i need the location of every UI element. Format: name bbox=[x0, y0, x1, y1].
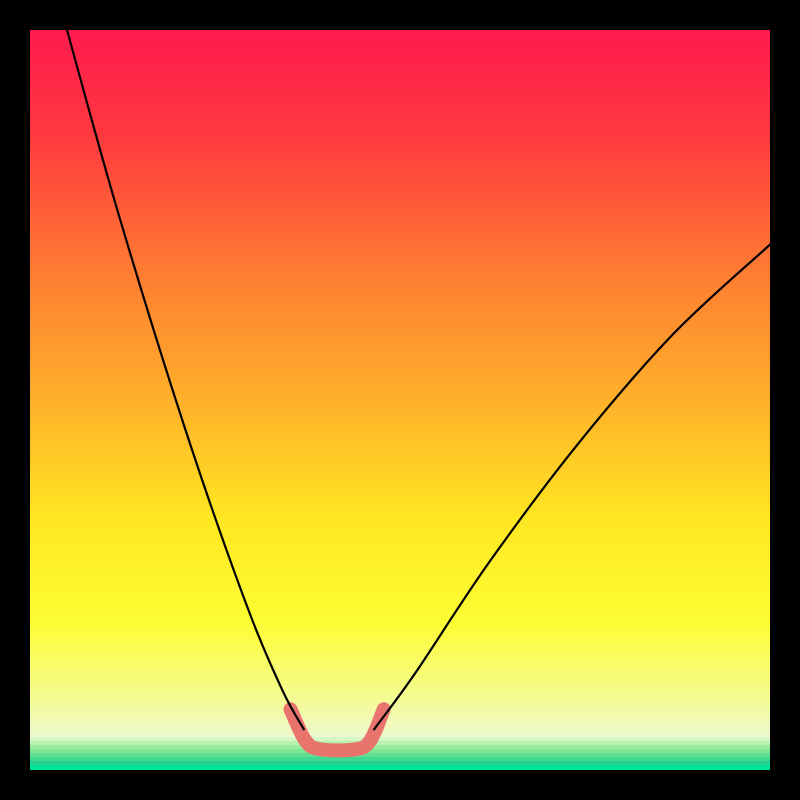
curve-right bbox=[374, 245, 770, 730]
chart-stage: TheBottleneck.com bbox=[0, 0, 800, 800]
curve-overlay bbox=[0, 0, 800, 800]
curve-left bbox=[67, 30, 304, 729]
